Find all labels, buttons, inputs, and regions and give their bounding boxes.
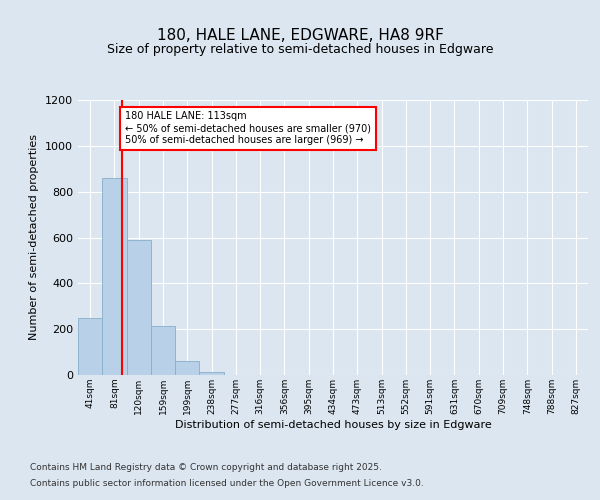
Text: Contains HM Land Registry data © Crown copyright and database right 2025.: Contains HM Land Registry data © Crown c… xyxy=(30,464,382,472)
Bar xyxy=(151,326,175,375)
Bar xyxy=(102,178,127,375)
Text: Size of property relative to semi-detached houses in Edgware: Size of property relative to semi-detach… xyxy=(107,42,493,56)
Bar xyxy=(175,361,199,375)
Y-axis label: Number of semi-detached properties: Number of semi-detached properties xyxy=(29,134,40,340)
Bar xyxy=(199,372,224,375)
Bar xyxy=(78,318,102,375)
Text: Contains public sector information licensed under the Open Government Licence v3: Contains public sector information licen… xyxy=(30,478,424,488)
Bar xyxy=(127,240,151,375)
X-axis label: Distribution of semi-detached houses by size in Edgware: Distribution of semi-detached houses by … xyxy=(175,420,491,430)
Text: 180 HALE LANE: 113sqm
← 50% of semi-detached houses are smaller (970)
50% of sem: 180 HALE LANE: 113sqm ← 50% of semi-deta… xyxy=(125,112,371,144)
Text: 180, HALE LANE, EDGWARE, HA8 9RF: 180, HALE LANE, EDGWARE, HA8 9RF xyxy=(157,28,443,42)
